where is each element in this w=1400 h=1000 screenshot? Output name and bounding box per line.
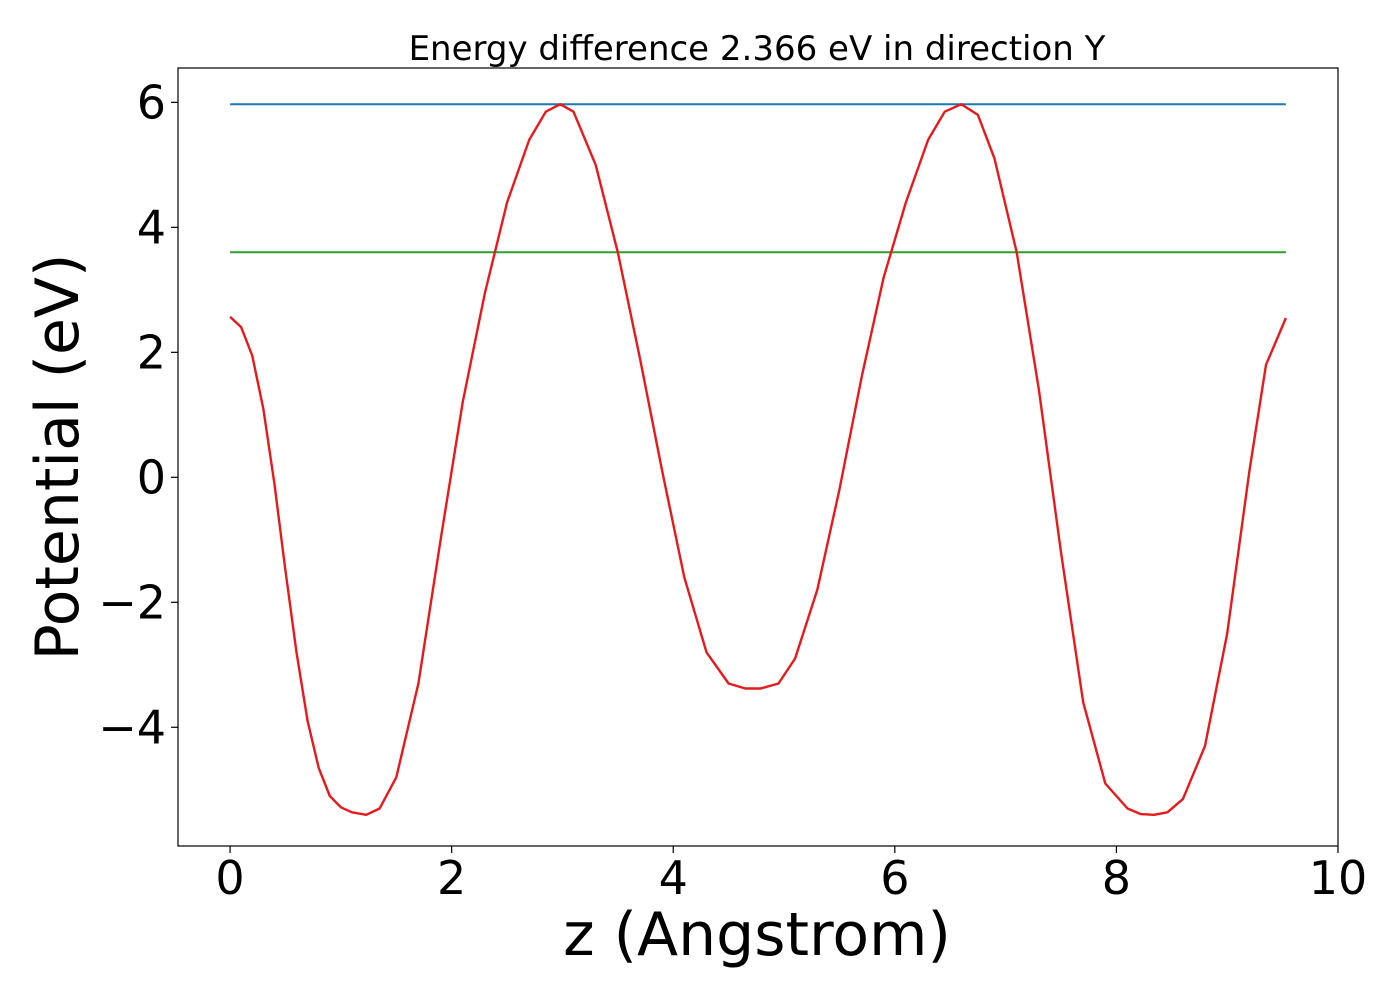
plot-frame xyxy=(177,67,1339,847)
y-axis-label: Potential (eV) xyxy=(23,254,93,661)
y-tick-label: 6 xyxy=(137,75,166,129)
x-tick-label: 6 xyxy=(880,851,909,905)
y-tick-label: 2 xyxy=(137,325,166,379)
x-axis-label: z (Angstrom) xyxy=(563,900,951,970)
y-tick-label: 0 xyxy=(137,450,166,504)
y-tick-label: 4 xyxy=(137,200,166,254)
y-tick-label: −4 xyxy=(98,700,166,754)
x-tick-label: 0 xyxy=(215,851,244,905)
chart-title: Energy difference 2.366 eV in direction … xyxy=(409,29,1106,69)
series-line-3 xyxy=(229,102,1288,816)
plot-area xyxy=(229,102,1288,816)
x-tick-label: 8 xyxy=(1102,851,1131,905)
x-tick-label: 4 xyxy=(659,851,688,905)
y-axis: −4 −2 0 2 4 6 xyxy=(98,75,178,754)
x-tick-label: 2 xyxy=(437,851,466,905)
x-axis: 0 2 4 6 8 10 xyxy=(215,846,1367,905)
x-tick-label: 10 xyxy=(1309,851,1368,905)
y-tick-label: −2 xyxy=(98,575,166,629)
